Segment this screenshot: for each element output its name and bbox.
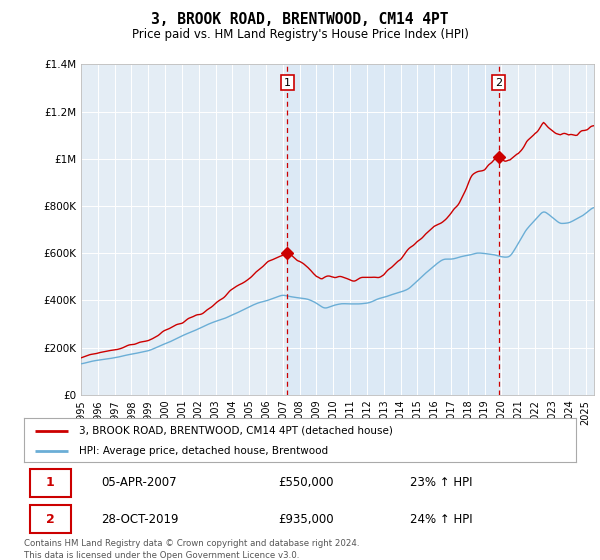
Text: 2: 2 xyxy=(495,78,502,87)
Text: £935,000: £935,000 xyxy=(278,512,334,526)
Text: £550,000: £550,000 xyxy=(278,476,334,489)
Text: HPI: Average price, detached house, Brentwood: HPI: Average price, detached house, Bren… xyxy=(79,446,328,456)
FancyBboxPatch shape xyxy=(29,505,71,533)
Text: 3, BROOK ROAD, BRENTWOOD, CM14 4PT: 3, BROOK ROAD, BRENTWOOD, CM14 4PT xyxy=(151,12,449,27)
Text: Contains HM Land Registry data © Crown copyright and database right 2024.
This d: Contains HM Land Registry data © Crown c… xyxy=(24,539,359,559)
Text: 1: 1 xyxy=(284,78,291,87)
Bar xyxy=(81,64,287,395)
FancyBboxPatch shape xyxy=(29,469,71,497)
Text: 3, BROOK ROAD, BRENTWOOD, CM14 4PT (detached house): 3, BROOK ROAD, BRENTWOOD, CM14 4PT (deta… xyxy=(79,426,393,436)
Text: 2: 2 xyxy=(46,512,55,526)
Text: 23% ↑ HPI: 23% ↑ HPI xyxy=(410,476,473,489)
Text: 28-OCT-2019: 28-OCT-2019 xyxy=(101,512,179,526)
Text: Price paid vs. HM Land Registry's House Price Index (HPI): Price paid vs. HM Land Registry's House … xyxy=(131,28,469,41)
Text: 1: 1 xyxy=(46,476,55,489)
Bar xyxy=(499,64,594,395)
Text: 24% ↑ HPI: 24% ↑ HPI xyxy=(410,512,473,526)
Text: 05-APR-2007: 05-APR-2007 xyxy=(101,476,177,489)
